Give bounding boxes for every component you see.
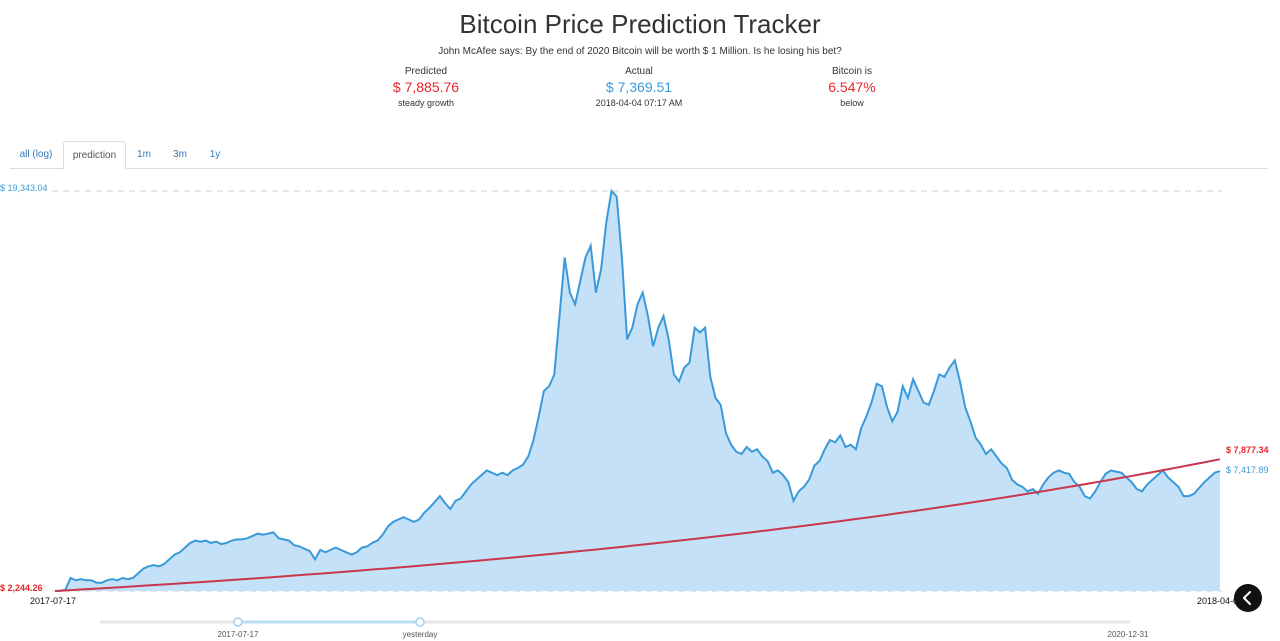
stat-predicted-label: Predicted xyxy=(404,66,448,77)
tab-1y[interactable]: 1y xyxy=(209,149,221,160)
timeline-yesterday-label: yesterday xyxy=(403,630,438,639)
chart-nav-button[interactable] xyxy=(1234,584,1262,612)
timeline-end-handle[interactable] xyxy=(415,617,425,627)
stat-bitcoin-is-label: Bitcoin is xyxy=(831,66,872,77)
stat-bitcoin-is-value: 6.547% xyxy=(828,79,876,95)
chevron-left-icon xyxy=(1243,591,1251,605)
page-title: Bitcoin Price Prediction Tracker xyxy=(459,9,821,39)
timeline-end-label: 2020-12-31 xyxy=(1108,630,1149,639)
stat-actual-label: Actual xyxy=(625,66,653,77)
timeline-start-handle[interactable] xyxy=(233,617,243,627)
tab-all-log[interactable]: all (log) xyxy=(19,149,53,160)
timeline-slider[interactable]: 2017-07-17 yesterday 2020-12-31 xyxy=(100,617,1149,639)
y-max-tick-label: $ 19,343.04 xyxy=(0,183,48,193)
stat-actual-timestamp: 2018-04-04 07:17 AM xyxy=(595,98,683,108)
stat-actual-value: $ 7,369.51 xyxy=(605,79,673,95)
stat-predicted: Predicted $ 7,885.76 steady growth xyxy=(326,66,526,108)
tab-1m[interactable]: 1m xyxy=(137,149,151,160)
stat-bitcoin-is: Bitcoin is 6.547% below xyxy=(752,66,952,108)
actual-price-area xyxy=(55,191,1220,591)
stat-actual: Actual $ 7,369.51 2018-04-04 07:17 AM xyxy=(539,66,739,108)
actual-end-label: $ 7,417.89 xyxy=(1226,465,1269,475)
prediction-end-label: $ 7,877.34 xyxy=(1226,445,1269,455)
stat-predicted-value: $ 7,885.76 xyxy=(392,79,460,95)
y-min-tick-label: $ 2,244.26 xyxy=(0,583,43,593)
x-end-tick-label: 2018-04-04 xyxy=(1197,596,1243,606)
tab-3m[interactable]: 3m xyxy=(173,149,187,160)
page-subtitle: John McAfee says: By the end of 2020 Bit… xyxy=(438,46,842,57)
stat-bitcoin-is-note: below xyxy=(840,98,864,108)
actual-price-line xyxy=(55,188,1221,592)
tab-prediction[interactable]: prediction xyxy=(63,141,126,170)
timeline-start-label: 2017-07-17 xyxy=(218,630,259,639)
stat-predicted-note: steady growth xyxy=(397,98,455,108)
prediction-line xyxy=(54,458,1221,592)
x-start-tick-label: 2017-07-17 xyxy=(30,596,76,606)
tab-divider xyxy=(10,168,1268,169)
